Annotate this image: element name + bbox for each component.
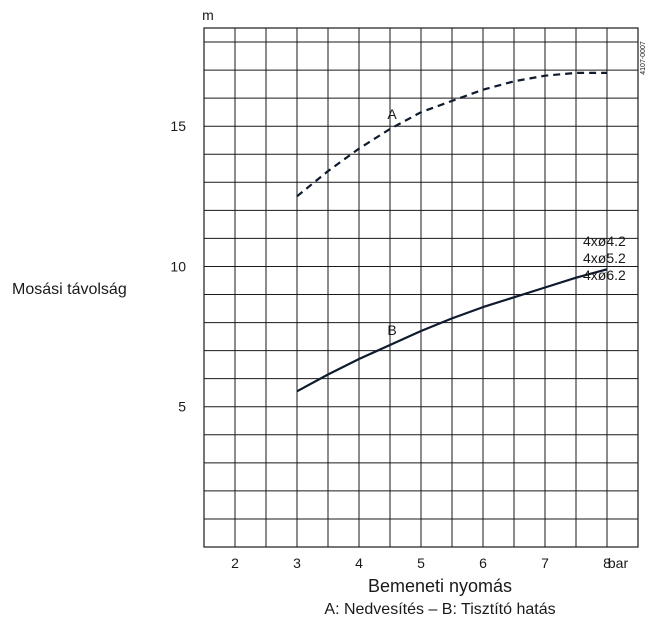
- grid: [203, 27, 639, 548]
- y-axis-title: Mosási távolság: [12, 281, 127, 298]
- y-tick-label: 15: [170, 118, 186, 134]
- x-tick-label: 3: [293, 555, 301, 571]
- x-tick-label: 7: [541, 555, 549, 571]
- nozzle-label-3: 4xø6.2: [583, 267, 626, 283]
- plot-frame: [203, 27, 639, 548]
- x-axis-title: Bemeneti nyomás: [368, 576, 512, 596]
- x-unit-label: bar: [608, 555, 629, 571]
- x-tick-label: 8: [603, 555, 611, 571]
- tick-labels: 2 3 4 5 6 7 8 5 10 15: [170, 118, 611, 571]
- series-label-a: A: [387, 106, 397, 122]
- chart-caption: A: Nedvesítés – B: Tisztító hatás: [324, 601, 555, 618]
- series-lines: AB: [296, 71, 608, 393]
- nozzle-label-2: 4xø5.2: [583, 250, 626, 266]
- figure-code: 4107-0007: [640, 41, 647, 75]
- x-tick-label: 6: [479, 555, 487, 571]
- x-tick-label: 5: [417, 555, 425, 571]
- y-tick-label: 10: [170, 258, 186, 274]
- y-unit-label: m: [202, 7, 214, 23]
- series-label-b: B: [387, 322, 396, 338]
- nozzle-label-1: 4xø4.2: [583, 233, 626, 249]
- series-line-b: [296, 268, 608, 393]
- x-tick-label: 2: [231, 555, 239, 571]
- series-line-a: [296, 71, 607, 198]
- y-tick-label: 5: [178, 399, 186, 415]
- x-tick-label: 4: [355, 555, 363, 571]
